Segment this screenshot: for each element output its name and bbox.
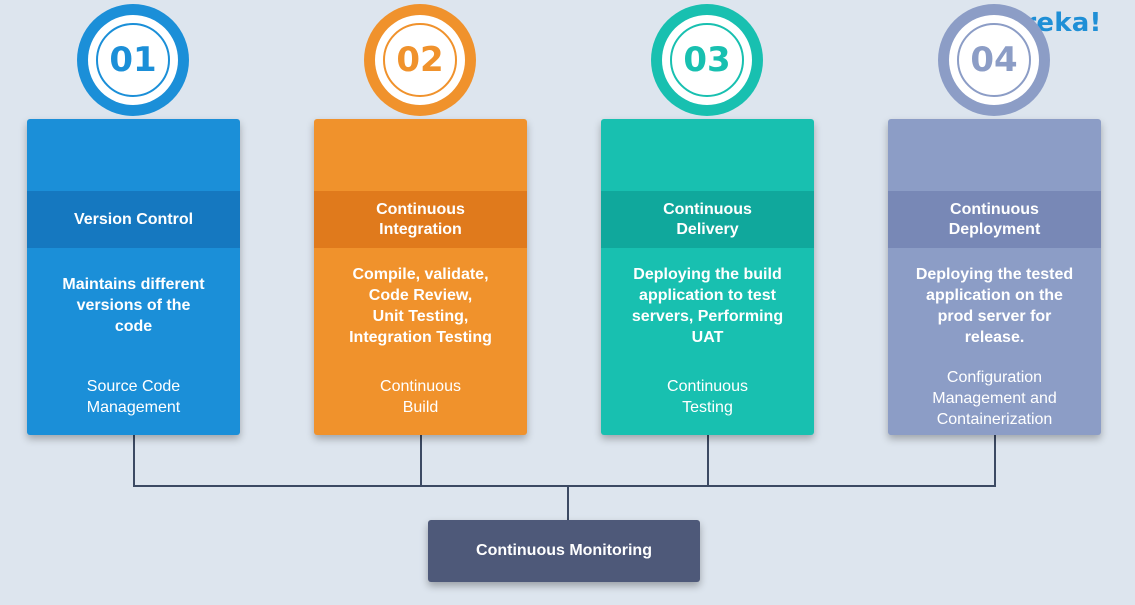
stage-description: Compile, validate, Code Review, Unit Tes… [320, 264, 521, 348]
connector-drop-3 [707, 435, 709, 487]
stage-description-line: Deploying the tested [915, 266, 1074, 283]
connector-drop-1 [133, 435, 135, 487]
stage-description-line: versions of the [76, 297, 191, 314]
stage-description: Maintains different versions of the code [33, 274, 234, 337]
stage-title: Continuous [376, 200, 465, 218]
connector-drop-2 [420, 435, 422, 487]
stage-tool-line: Configuration [946, 369, 1043, 386]
stage-number-badge-3: 03 [651, 4, 763, 116]
stage-description-line: application to test [639, 287, 776, 304]
stage-tool-line: Build [402, 399, 439, 416]
stage-description-line: code [114, 318, 153, 335]
stage-title: Continuous [663, 200, 752, 218]
stage-number-badge-1: 01 [77, 4, 189, 116]
stage-description-line: servers, Performing [631, 308, 784, 325]
stage-title-band: Continuous Integration [314, 191, 527, 248]
stage-title-band: Version Control [27, 191, 240, 248]
monitoring-label: Continuous Monitoring [476, 542, 652, 559]
stage-tool: Continuous Build [318, 376, 523, 418]
stage-number: 04 [957, 23, 1031, 97]
stage-card-continuous-delivery: Continuous Delivery Deploying the build … [601, 119, 814, 435]
stage-description-line: Code Review, [368, 287, 473, 304]
stage-card-continuous-deployment: Continuous Deployment Deploying the test… [888, 119, 1101, 435]
stage-title-band: Continuous Delivery [601, 191, 814, 248]
stage-tool-line: Management and [932, 390, 1057, 407]
stage-tool-line: Management [86, 399, 181, 416]
stage-description: Deploying the build application to test … [607, 264, 808, 348]
stage-number: 01 [96, 23, 170, 97]
stage-title: Integration [379, 220, 462, 238]
stage-description-line: Unit Testing, [372, 308, 469, 325]
stage-tool-line: Source Code [86, 378, 181, 395]
stage-description-line: Integration Testing [349, 329, 492, 346]
stage-tool: Source Code Management [31, 376, 236, 418]
stage-title: Version Control [73, 210, 194, 228]
stage-description-line: application on the [926, 287, 1063, 304]
stage-number: 02 [383, 23, 457, 97]
stage-tool: Configuration Management and Containeriz… [892, 367, 1097, 430]
stage-tool-line: Containerization [936, 411, 1053, 428]
stage-description-line: release. [964, 329, 1025, 346]
stage-description-line: prod server for [937, 308, 1052, 325]
stage-tool-line: Continuous [667, 378, 748, 395]
stage-tool: Continuous Testing [605, 376, 810, 418]
stage-description-line: Compile, validate, [352, 266, 489, 283]
stage-number: 03 [670, 23, 744, 97]
connector-horizontal [133, 485, 996, 487]
stage-title: Continuous [950, 200, 1039, 218]
stage-tool-line: Testing [682, 399, 733, 416]
stage-description-line: UAT [691, 329, 724, 346]
stage-title: Delivery [676, 220, 739, 238]
stage-tool-line: Continuous [380, 378, 461, 395]
stage-title-band: Continuous Deployment [888, 191, 1101, 248]
stage-title: Deployment [948, 220, 1041, 238]
connector-to-monitoring [567, 485, 569, 520]
connector-drop-4 [994, 435, 996, 487]
stage-card-continuous-integration: Continuous Integration Compile, validate… [314, 119, 527, 435]
continuous-monitoring-box: Continuous Monitoring [428, 520, 700, 582]
stage-number-badge-2: 02 [364, 4, 476, 116]
stage-number-badge-4: 04 [938, 4, 1050, 116]
stage-description: Deploying the tested application on the … [894, 264, 1095, 348]
stage-card-version-control: Version Control Maintains different vers… [27, 119, 240, 435]
stage-description-line: Maintains different [62, 276, 205, 293]
stage-description-line: Deploying the build [633, 266, 782, 283]
